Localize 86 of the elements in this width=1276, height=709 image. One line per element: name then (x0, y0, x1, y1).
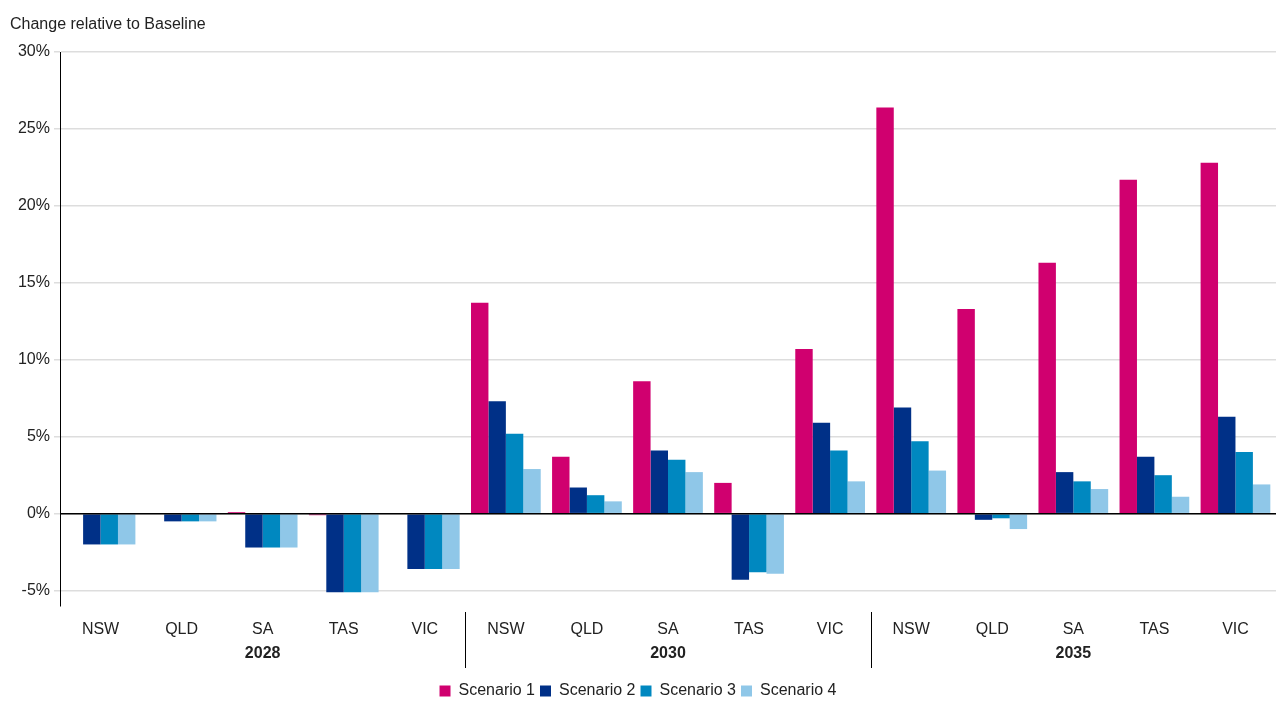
x-tick-label: TAS (328, 620, 359, 638)
text: 2030 (650, 644, 686, 662)
x-tick-label: NSW (487, 620, 526, 638)
bar (343, 514, 362, 593)
bar (471, 302, 489, 513)
bar (604, 501, 622, 513)
bar (569, 487, 587, 513)
y-tick-label: 15% (17, 273, 50, 291)
bar (766, 514, 784, 574)
x-tick-label: TAS (734, 620, 765, 638)
x-tick-label: QLD (165, 620, 199, 638)
x-tick-label: NSW (892, 620, 931, 638)
bar (262, 514, 281, 548)
bar (488, 401, 506, 513)
bar (911, 441, 929, 513)
bar (668, 459, 686, 513)
y-tick-label: 5% (26, 427, 50, 445)
x-tick-label: SA (251, 620, 274, 638)
bar (714, 482, 732, 513)
bar (830, 450, 848, 513)
bar (424, 514, 443, 570)
bar (552, 456, 570, 513)
bar (1073, 481, 1091, 513)
bar (83, 514, 101, 545)
bar (795, 349, 813, 513)
bar (876, 107, 894, 513)
bar (505, 433, 524, 513)
x-tick-label: QLD (975, 620, 1009, 638)
bar (928, 470, 947, 513)
bar (1235, 452, 1253, 513)
y-tick-label: 0% (26, 504, 50, 522)
bar (1154, 475, 1172, 513)
bar (633, 381, 651, 513)
bar (100, 514, 118, 545)
bar (974, 514, 993, 520)
x-tick-label: TAS (1139, 620, 1170, 638)
bar (650, 450, 668, 513)
bar (685, 472, 703, 513)
bar (442, 514, 460, 570)
bar (407, 514, 425, 570)
bar (181, 514, 200, 522)
bar (199, 514, 217, 522)
bar (1218, 416, 1236, 513)
bar (523, 469, 541, 513)
bar (586, 495, 605, 513)
y-tick-label: 20% (17, 196, 50, 214)
bar (245, 514, 263, 548)
bar (957, 308, 975, 513)
legend-label: Scenario 2 (559, 681, 636, 699)
y-tick-label: -5% (21, 581, 50, 599)
y-axis-title: Change relative to Baseline (10, 15, 206, 33)
text: 2028 (244, 644, 281, 662)
bar (326, 514, 344, 593)
bar (164, 514, 182, 522)
bar (893, 407, 912, 513)
bar (280, 514, 298, 548)
legend-label: Scenario 4 (759, 681, 837, 699)
legend-label: Scenario 3 (659, 681, 737, 699)
y-tick-label: 25% (17, 119, 50, 137)
bar (1009, 514, 1028, 530)
bar (1119, 179, 1137, 513)
bar (361, 514, 379, 593)
legend-label: Scenario 1 (458, 681, 536, 699)
bar (812, 422, 831, 513)
text: 2035 (1055, 644, 1092, 662)
bar (1055, 472, 1074, 513)
bar (1171, 496, 1190, 513)
bar (1136, 456, 1155, 513)
y-tick-label: 30% (17, 42, 50, 60)
bar (117, 514, 136, 545)
x-tick-label: VIC (411, 620, 439, 638)
bar (992, 514, 1010, 519)
bar (1200, 162, 1219, 513)
bar (731, 514, 750, 580)
x-tick-label: VIC (1222, 620, 1249, 638)
x-tick-label: SA (657, 620, 679, 638)
bar (749, 514, 767, 573)
y-tick-label: 10% (17, 350, 50, 368)
bar (1090, 489, 1109, 513)
bar (1252, 484, 1271, 513)
x-tick-label: SA (1062, 620, 1085, 638)
x-tick-label: NSW (81, 620, 121, 638)
bar (847, 481, 865, 513)
x-tick-label: VIC (816, 620, 844, 638)
bar (1038, 262, 1056, 513)
x-tick-label: QLD (570, 620, 604, 638)
